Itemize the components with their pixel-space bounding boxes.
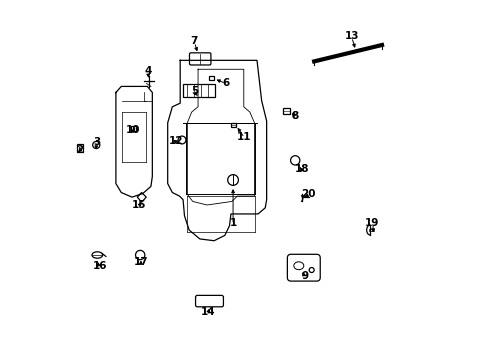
Text: 5: 5 [190, 86, 198, 96]
Text: 17: 17 [133, 257, 148, 267]
Text: 1: 1 [230, 218, 237, 228]
Text: 6: 6 [222, 78, 229, 88]
Bar [208, 76, 213, 80]
Bar [77, 144, 83, 152]
Text: 14: 14 [201, 307, 215, 317]
Text: 11: 11 [237, 132, 251, 142]
Text: 9: 9 [301, 271, 308, 282]
Text: 10: 10 [125, 125, 140, 135]
Text: 2: 2 [77, 145, 83, 155]
Bar [131, 126, 136, 131]
Text: 13: 13 [344, 31, 358, 41]
Text: 18: 18 [294, 164, 308, 174]
Text: 19: 19 [365, 218, 379, 228]
Bar [368, 229, 373, 231]
Text: 15: 15 [132, 200, 146, 210]
Text: 8: 8 [290, 111, 298, 121]
Text: 16: 16 [92, 261, 107, 271]
Bar [283, 108, 289, 113]
Bar [183, 84, 215, 97]
Text: 20: 20 [300, 189, 315, 199]
Text: 4: 4 [144, 66, 151, 76]
Bar [230, 123, 235, 127]
Text: 12: 12 [168, 136, 183, 146]
Text: 3: 3 [94, 138, 101, 148]
Text: 7: 7 [190, 36, 197, 46]
